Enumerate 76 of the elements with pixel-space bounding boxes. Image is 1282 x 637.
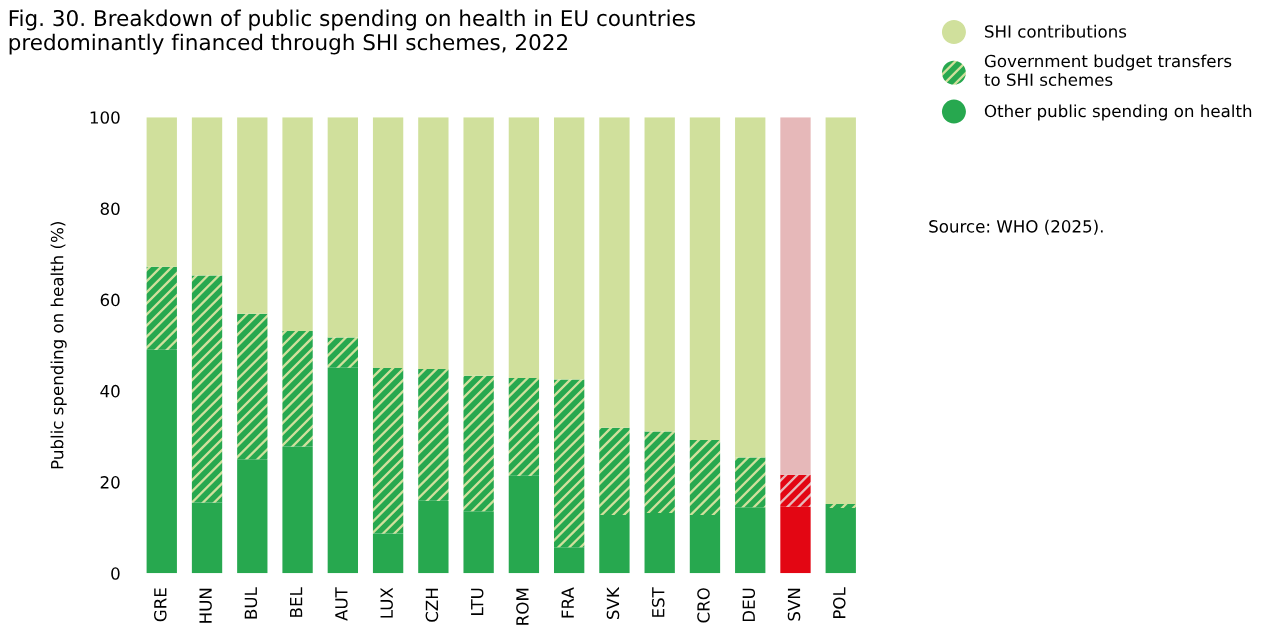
- bar: [554, 547, 585, 574]
- chart-title: Fig. 30. Breakdown of public spending on health in EU countries predominantly financed through SHI schemes, 2022: [9, 9, 695, 55]
- x-tick-label: LTU: [471, 588, 484, 615]
- bar: [825, 503, 856, 509]
- bar: [735, 507, 766, 574]
- y-tick-label: 0: [111, 567, 120, 580]
- bar: [237, 313, 268, 460]
- bar: [780, 474, 811, 507]
- y-tick-label: 20: [100, 476, 120, 489]
- source-note: Source: WHO (2025).: [929, 219, 1103, 235]
- bar: [327, 117, 358, 338]
- y-axis-title: Public spending on health (%): [50, 222, 67, 469]
- x-tick-label: BUL: [244, 587, 258, 619]
- bar: [508, 475, 540, 574]
- bar: [191, 275, 223, 503]
- x-tick-label: FRA: [561, 587, 574, 618]
- y-tick-label: 80: [100, 202, 120, 215]
- y-tick-label: 100: [90, 111, 120, 124]
- bar: [418, 500, 449, 574]
- bar: [554, 117, 585, 380]
- bar: [780, 117, 811, 475]
- bar: [463, 511, 494, 574]
- bar: [327, 367, 358, 574]
- bar: [689, 117, 721, 441]
- bar: [599, 117, 630, 428]
- bar: [463, 117, 494, 376]
- bar: [146, 266, 177, 350]
- bar: [282, 331, 313, 447]
- bar: [825, 508, 856, 574]
- x-tick-label: CRO: [697, 588, 710, 623]
- x-tick-label: DEU: [742, 588, 756, 622]
- bar: [644, 513, 675, 574]
- bar: [463, 375, 494, 512]
- bar: [644, 117, 675, 432]
- bar: [554, 379, 585, 548]
- legend-label: SHI contributions: [985, 24, 1127, 38]
- bar: [599, 514, 630, 574]
- bar: [599, 427, 630, 515]
- x-tick-label: ROM: [516, 588, 529, 625]
- y-tick-label: 40: [100, 384, 120, 398]
- legend-label: Other public spending on health: [984, 104, 1252, 121]
- x-tick-label: SVK: [606, 586, 620, 619]
- bar: [372, 368, 404, 534]
- x-tick-label: CZH: [425, 588, 439, 622]
- bar: [644, 431, 675, 514]
- bar: [735, 457, 766, 508]
- bar: [825, 117, 856, 504]
- bar: [372, 117, 404, 369]
- x-tick-label: AUT: [335, 587, 348, 621]
- bar: [508, 378, 540, 476]
- bar: [237, 117, 268, 314]
- bar: [191, 502, 223, 574]
- x-tick-label: GRE: [154, 588, 167, 622]
- bar: [191, 117, 223, 276]
- bar: [282, 446, 313, 574]
- bar: [327, 337, 358, 368]
- bar: [237, 459, 268, 574]
- x-tick-label: SVN: [787, 588, 801, 621]
- x-tick-label: EST: [651, 587, 665, 617]
- x-tick-label: HUN: [199, 588, 212, 623]
- bar: [282, 117, 313, 332]
- bar: [146, 349, 177, 574]
- bar: [735, 117, 766, 458]
- bar: [418, 368, 449, 501]
- x-tick-label: POL: [832, 587, 846, 619]
- bar: [689, 514, 721, 574]
- legend-label: Government budget transfers to SHI schemes: [984, 54, 1232, 87]
- bar: [146, 117, 177, 267]
- bar: [689, 440, 721, 515]
- bar: [418, 117, 449, 369]
- x-tick-label: LUX: [380, 587, 393, 618]
- x-tick-label: BEL: [290, 587, 303, 617]
- bar: [780, 506, 811, 574]
- bar: [372, 533, 404, 574]
- bar: [508, 117, 540, 379]
- y-tick-label: 60: [100, 293, 120, 307]
